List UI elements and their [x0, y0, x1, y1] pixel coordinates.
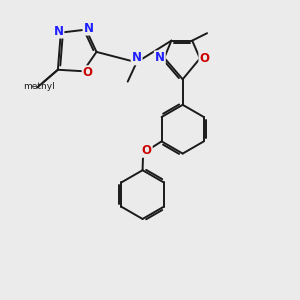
Text: N: N: [155, 51, 165, 64]
Text: N: N: [53, 25, 64, 38]
Text: N: N: [132, 51, 142, 64]
Text: N: N: [83, 22, 94, 34]
Text: O: O: [142, 144, 152, 157]
Text: O: O: [82, 66, 93, 79]
Text: O: O: [200, 52, 209, 65]
Text: methyl: methyl: [23, 82, 54, 91]
